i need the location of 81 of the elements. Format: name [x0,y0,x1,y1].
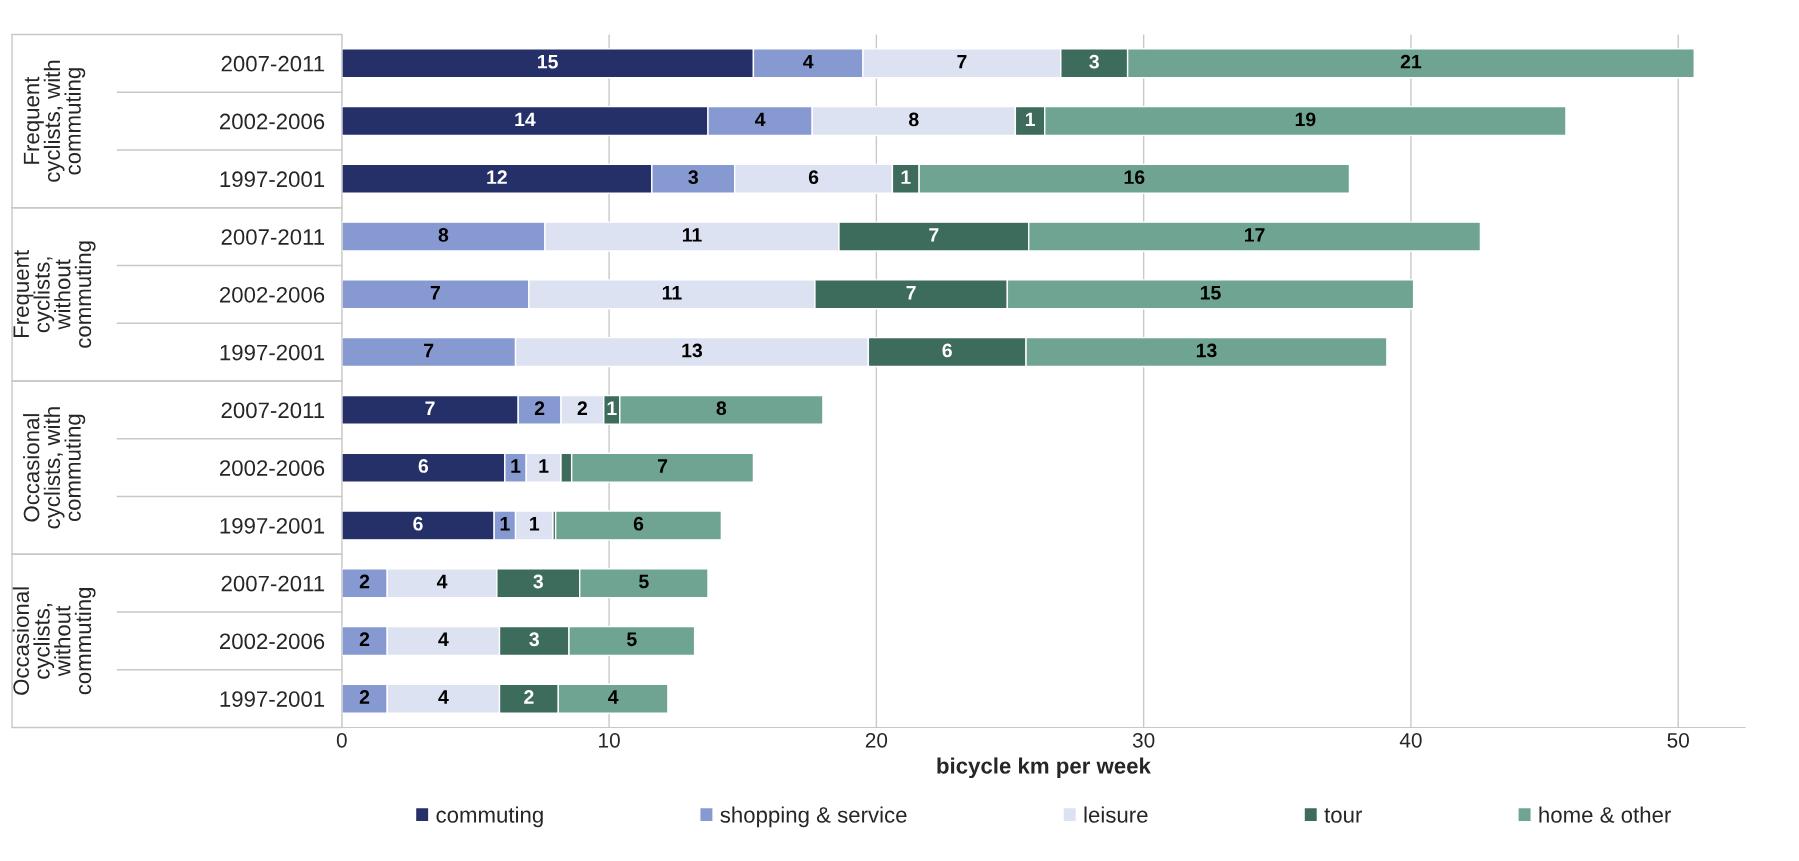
data-label: 6 [413,516,423,531]
data-label: 1 [511,459,521,473]
data-label: 6 [808,170,819,185]
data-label: 7 [424,343,434,358]
data-label: 4 [803,54,814,69]
y-tick-label: 1997-2001 [220,171,325,188]
data-label: 2 [534,401,545,415]
data-label: 4 [607,690,619,704]
data-label: 15 [538,54,558,69]
data-label: 3 [529,632,539,647]
data-label: 2 [359,632,370,646]
data-label: 2 [359,574,370,589]
data-label: 6 [942,343,952,358]
data-label: 1 [607,401,617,415]
y-tick-label: 2007-2011 [221,402,325,419]
data-label: 15 [1200,286,1221,300]
data-label: 19 [1295,112,1316,127]
text: Frequent cyclists, without commuting [13,241,96,348]
data-label: 11 [662,286,682,300]
text: Occasional cyclists, without commuting [12,587,96,695]
data-label: 5 [627,632,637,647]
data-label: 6 [633,516,644,531]
y-tick-label: 2007-2011 [221,55,325,72]
data-label: 12 [487,170,507,184]
data-label: 8 [909,112,919,127]
y-tick-label: 2002-2006 [220,286,325,303]
y-tick-label: 2002-2006 [220,460,325,476]
y-tick-label: 2007-2011 [221,229,325,245]
bar [554,510,723,541]
legend-label: home & other [1539,806,1671,823]
data-label: 7 [430,286,440,300]
x-tick-label: 10 [599,732,620,748]
data-label: 17 [1244,228,1265,242]
data-label: 2 [359,690,370,704]
x-tick-label: 20 [865,732,888,748]
x-axis-title: bicycle km per week [937,757,1151,779]
data-label: 5 [639,574,649,589]
data-label: 1 [539,459,549,473]
data-label: 3 [533,574,543,589]
data-label: 16 [1124,170,1145,185]
y-tick-label: 1997-2001 [220,691,325,707]
data-label: 21 [1400,54,1422,69]
data-label: 8 [716,401,727,416]
data-label: 13 [682,343,703,358]
data-label: 2 [524,690,534,704]
y-tick-label: 1997-2001 [220,344,325,361]
y-tick-label: 1997-2001 [220,517,325,534]
data-label: 3 [1089,54,1099,69]
x-tick-label: 40 [1399,732,1422,748]
data-label: 2 [577,401,587,415]
data-label: 1 [901,170,911,184]
legend-label: commuting [436,806,543,828]
data-label: 4 [438,632,449,646]
x-tick-label: 50 [1667,732,1689,748]
data-label: 1 [530,517,540,531]
text: Occasional cyclists, with commuting [23,407,86,529]
text: Frequent cyclists, with commuting [23,60,86,182]
x-tick-label: 0 [336,732,347,748]
y-tick-label: 2007-2011 [221,575,325,592]
data-label: 14 [515,112,536,127]
data-label: 1 [500,517,510,531]
legend-label: shopping & service [720,806,907,828]
data-label: 7 [906,286,916,300]
data-label: 11 [682,228,702,242]
data-label: 3 [688,170,698,185]
data-label: 7 [657,459,668,473]
data-label: 7 [929,228,939,242]
data-label: 8 [438,228,449,242]
x-tick-label: 30 [1132,732,1155,748]
data-label: 13 [1196,343,1217,358]
y-tick-label: 2002-2006 [220,633,325,650]
data-label: 4 [754,112,766,127]
data-label: 6 [418,459,429,473]
legend-label: leisure [1084,806,1148,823]
data-label: 4 [438,690,449,704]
data-label: 4 [436,574,448,589]
data-label: 7 [425,401,435,415]
data-label: 7 [957,54,967,69]
data-label: 1 [1025,112,1035,127]
legend-label: tour [1324,808,1362,823]
y-tick-label: 2002-2006 [220,113,325,130]
